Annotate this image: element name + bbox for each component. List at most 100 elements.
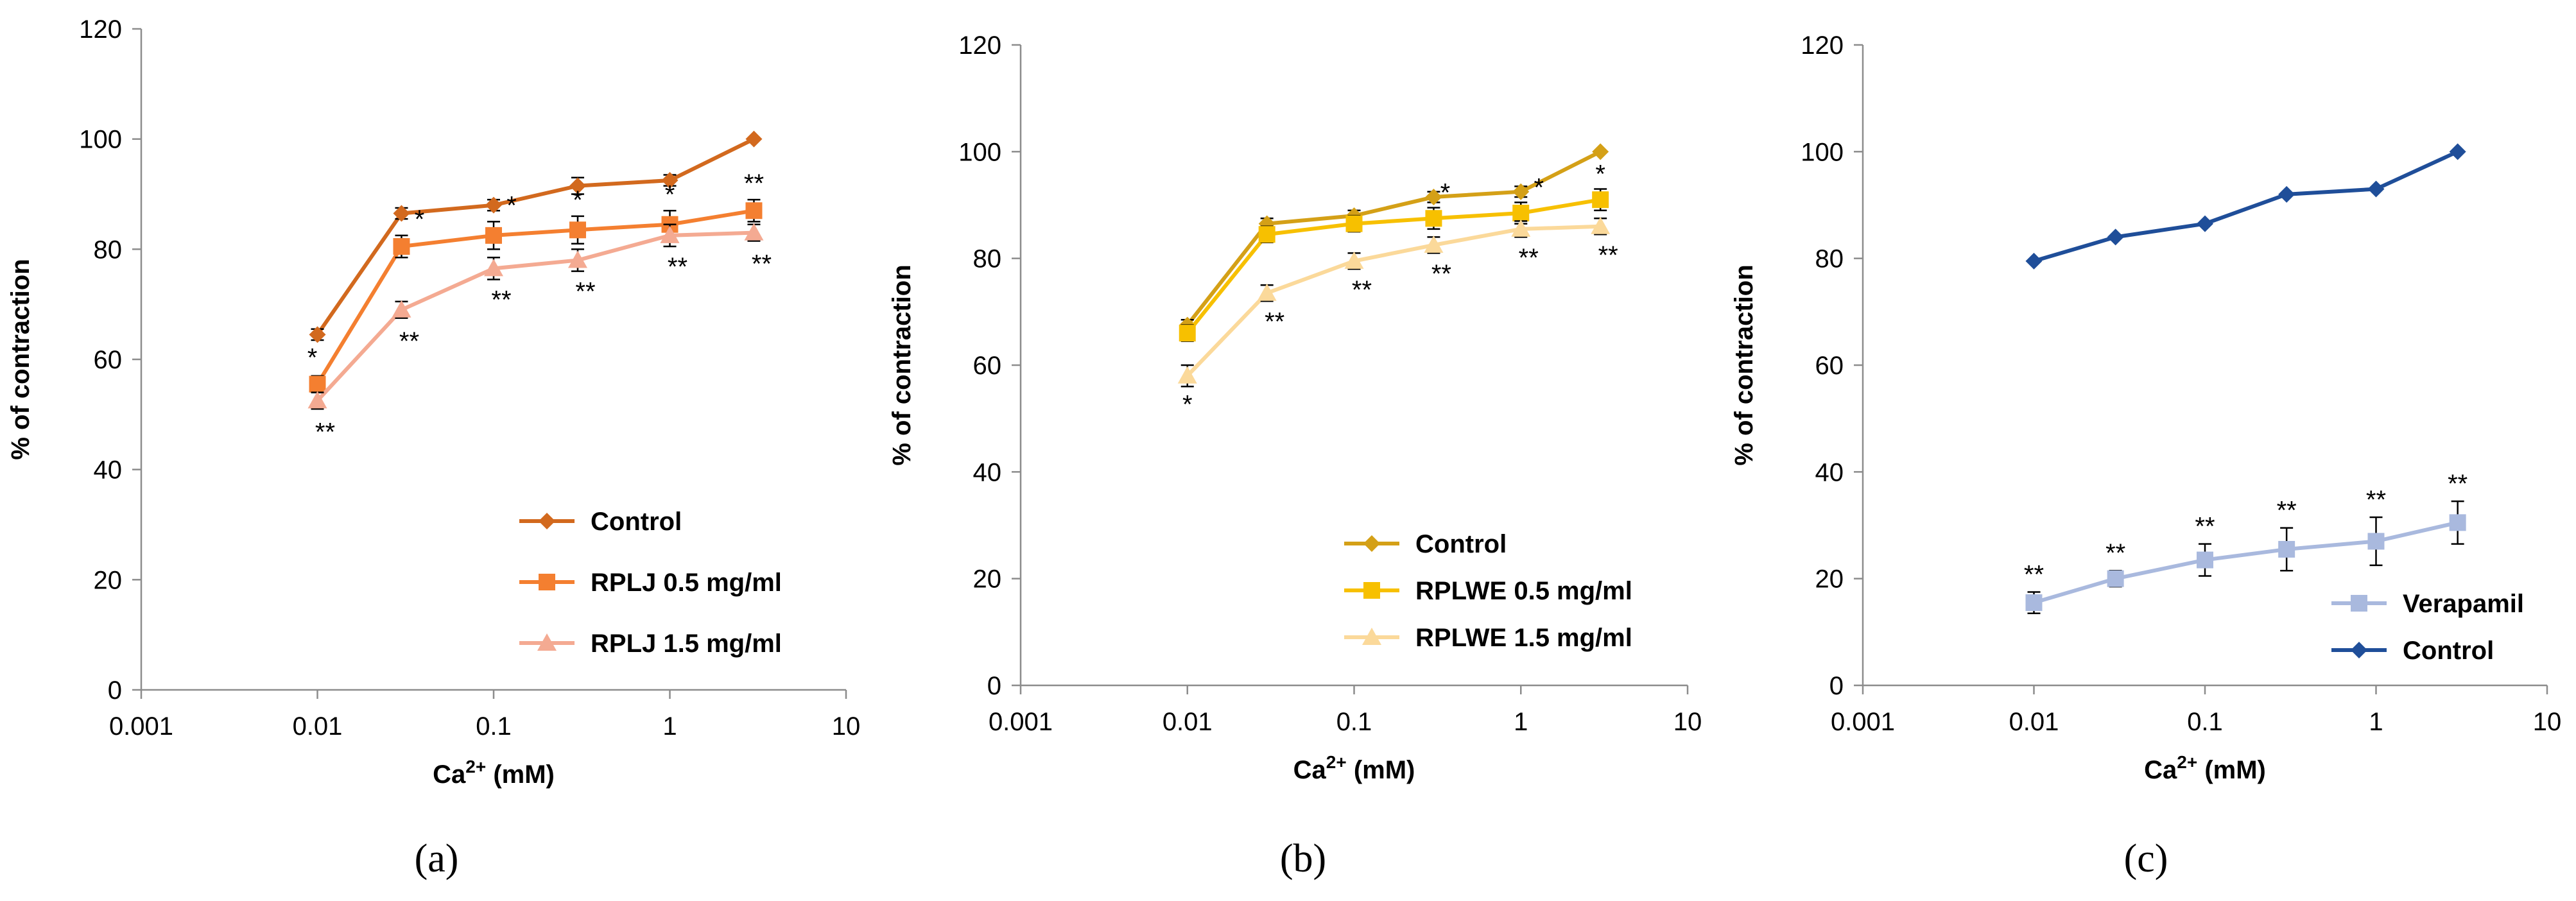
series-2-marker-3: [1425, 210, 1442, 227]
x-tick-label: 0.1: [2187, 708, 2223, 736]
series-1-marker-5: [2449, 514, 2466, 531]
y-axis-title: % of contraction: [6, 259, 35, 459]
y-tick-label: 60: [94, 346, 123, 374]
y-axis-title: % of contraction: [1730, 264, 1758, 465]
series-3-significance-label: **: [668, 253, 687, 281]
series-3-marker-0: [307, 391, 327, 409]
x-axis-title: Ca2+ (mM): [2144, 752, 2266, 784]
series-1-marker-0: [309, 326, 326, 343]
x-tick-label: 0.01: [293, 712, 343, 741]
series-1-significance-label: **: [2366, 486, 2386, 514]
series-1-marker-5: [1592, 143, 1609, 160]
series-3-line: [316, 230, 754, 402]
x-axis-title: Ca2+ (mM): [1293, 752, 1415, 784]
legend-2-marker-0: [539, 574, 555, 590]
legend-label: RPLWE 1.5 mg/ml: [1415, 624, 1632, 652]
y-tick-label: 60: [973, 352, 1002, 380]
x-axis-title-unit: (mM): [486, 760, 555, 789]
x-axis-title-base: Ca: [2144, 756, 2177, 784]
series-3-marker-2: [484, 259, 503, 277]
series-1-line: [316, 137, 755, 336]
panel-label: (b): [1280, 837, 1326, 880]
series-2-marker-5: [745, 202, 763, 219]
y-tick-label: 0: [987, 672, 1001, 700]
x-axis-title-base: Ca: [1293, 756, 1327, 784]
x-tick-label: 0.001: [109, 712, 173, 741]
series-3-significance-label: **: [491, 286, 511, 314]
series-2-significance-label: *: [1595, 160, 1605, 189]
series-2-marker-1: [393, 238, 410, 255]
y-tick-label: 60: [1815, 352, 1844, 380]
series-1-significance-label: **: [2277, 497, 2297, 525]
legend-item: Control: [2331, 637, 2494, 665]
x-axis-title-base: Ca: [433, 760, 466, 789]
series-control: [309, 130, 763, 343]
y-tick-label: 20: [973, 565, 1002, 594]
series-3-significance-label: **: [399, 327, 419, 356]
y-axis-title: % of contraction: [888, 264, 916, 465]
series-2-marker-1: [2107, 228, 2124, 246]
x-axis-title-sup: 2+: [1326, 752, 1347, 772]
x-axis-title: Ca2+ (mM): [433, 757, 555, 789]
series-1-marker-0: [2025, 594, 2043, 612]
series-2-marker-5: [2449, 143, 2466, 160]
series-1-marker-5: [745, 130, 763, 148]
series-control: [2025, 143, 2466, 270]
series-3-significance-label: **: [1431, 260, 1451, 288]
series-3-significance-label: **: [1352, 276, 1372, 304]
series-1-marker-4: [2367, 533, 2385, 550]
x-tick-label: 10: [832, 712, 861, 741]
x-tick-label: 0.1: [1336, 708, 1372, 736]
series-3-significance-label: **: [1519, 244, 1539, 272]
series-2-marker-3: [2278, 185, 2295, 203]
series-control: [1179, 143, 1609, 334]
series-2-marker-0: [2025, 252, 2043, 270]
series-1-marker-2: [2197, 551, 2213, 569]
series-1-significance-label: **: [2024, 560, 2044, 588]
series-3-marker-2: [1344, 251, 1364, 269]
y-tick-label: 0: [108, 676, 122, 705]
x-tick-label: 10: [1673, 708, 1702, 736]
legend-2-marker-0: [1363, 582, 1380, 599]
legend-item: Verapamil: [2331, 590, 2524, 618]
y-tick-label: 40: [94, 456, 123, 485]
y-tick-label: 80: [94, 236, 123, 264]
legend-label: RPLJ 1.5 mg/ml: [591, 630, 782, 658]
series-3-marker-5: [1591, 216, 1611, 234]
x-axis-title-unit: (mM): [1347, 756, 1415, 784]
legend-label: Control: [2403, 637, 2494, 665]
legend-1-marker-0: [1363, 535, 1380, 552]
series-rplwe-1-5-mg-ml: ********* **: [1177, 216, 1618, 419]
series-3-marker-0: [1177, 366, 1197, 384]
x-tick-label: 10: [2533, 708, 2562, 736]
legend-item: RPLJ 1.5 mg/ml: [519, 630, 782, 658]
series-3-marker-5: [744, 223, 764, 241]
legend-item: Control: [519, 508, 682, 536]
series-3-marker-4: [660, 225, 680, 243]
x-tick-label: 1: [1514, 708, 1528, 736]
series-2-marker-4: [1512, 204, 1530, 221]
x-axis-title-sup: 2+: [465, 757, 486, 777]
y-tick-label: 20: [94, 566, 123, 594]
series-2-significance-label: *: [665, 180, 675, 209]
series-3-significance-label: **: [575, 278, 595, 306]
y-tick-label: 80: [973, 245, 1002, 273]
legend-item: RPLJ 0.5 mg/ml: [519, 569, 782, 597]
series-3-marker-4: [1511, 219, 1531, 237]
series-3-marker-3: [1424, 235, 1444, 253]
series-2-significance-label: *: [1440, 179, 1451, 207]
legend-item: RPLWE 1.5 mg/ml: [1344, 624, 1632, 652]
series-2-significance-label: *: [573, 186, 583, 214]
y-tick-label: 120: [79, 15, 122, 44]
legend-label: RPLJ 0.5 mg/ml: [591, 569, 782, 597]
series-1-line: [1186, 150, 1602, 327]
series-2-marker-0: [309, 375, 326, 393]
series-2-marker-4: [2367, 180, 2385, 198]
y-tick-label: 80: [1815, 245, 1844, 273]
y-tick-label: 120: [1801, 31, 1844, 60]
series-rplj-1-5-mg-ml: ** ** ** ** ** **: [307, 223, 772, 446]
x-tick-label: 1: [2369, 708, 2383, 736]
series-3-marker-1: [392, 300, 411, 318]
legend-1-marker-0: [539, 513, 555, 529]
legend-2-marker-0: [2351, 642, 2367, 658]
